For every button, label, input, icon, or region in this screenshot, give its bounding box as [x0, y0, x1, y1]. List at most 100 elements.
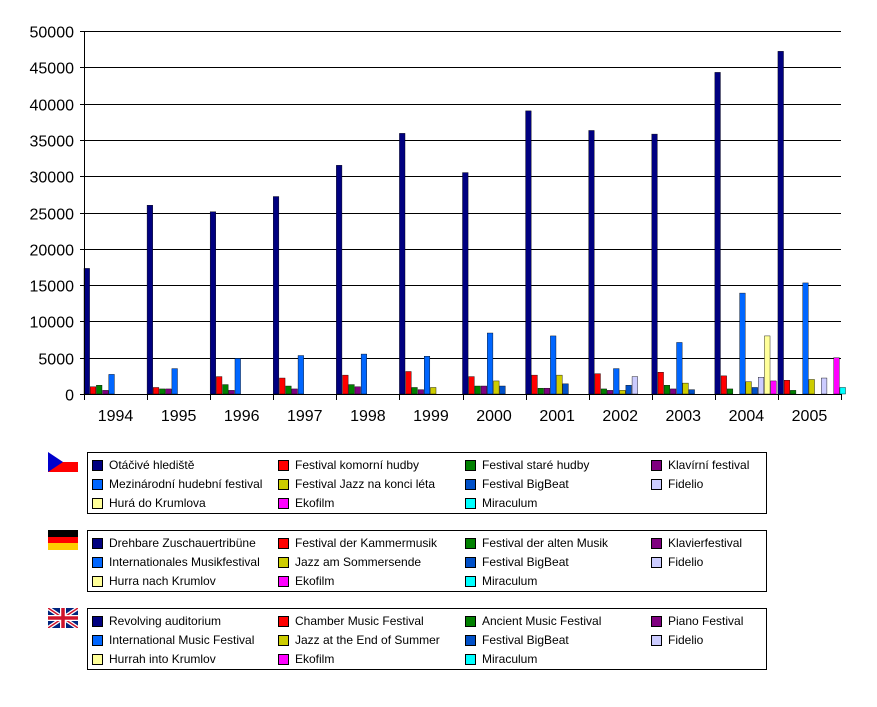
x-tick-label: 2003	[665, 408, 701, 425]
legend-english: Revolving auditorium Chamber Music Festiv…	[87, 608, 767, 670]
legend-label: Hurra nach Krumlov	[109, 574, 216, 588]
bar-s6-1999	[430, 387, 437, 395]
bar-s2-2002	[594, 373, 601, 395]
bar-s1-2000	[462, 172, 469, 395]
x-tick-label: 1997	[287, 408, 323, 425]
x-tick-label: 1998	[350, 408, 386, 425]
legend-swatch	[92, 615, 103, 627]
bar-s7-2003	[688, 389, 695, 395]
bar-s3-1998	[348, 384, 355, 395]
legend-swatch	[278, 615, 289, 627]
bar-s2-2001	[531, 374, 538, 395]
legend-swatch	[278, 556, 289, 568]
legend-swatch	[465, 537, 476, 549]
legend-item-s7: Festival BigBeat	[465, 631, 569, 649]
bar-s5-1998	[360, 353, 367, 395]
legend-swatch	[465, 497, 476, 509]
legend-swatch	[465, 556, 476, 568]
legend-label: Fidelio	[668, 477, 704, 491]
legend-item-s4: Piano Festival	[651, 612, 743, 630]
x-tick-label: 1996	[224, 408, 260, 425]
legend-item-s10: Ekofilm	[278, 650, 334, 668]
legend-item-s5: Internationales Musikfestival	[92, 553, 260, 571]
bar-s6-2003	[682, 382, 689, 395]
bar-s2-1998	[342, 374, 349, 395]
legend-swatch	[465, 653, 476, 665]
legend-swatch	[651, 459, 662, 471]
bar-s3-2002	[600, 388, 607, 395]
bar-s6-2000	[493, 380, 500, 395]
legend-swatch	[92, 459, 103, 471]
legend-label: Mezinárodní hudební festival	[109, 477, 263, 491]
legend-label: Miraculum	[482, 652, 538, 666]
legend-item-s9: Hurá do Krumlova	[92, 494, 206, 512]
bar-s3-2000	[474, 385, 481, 395]
legend-label: Otáčivé hlediště	[109, 458, 195, 472]
legend-label: Revolving auditorium	[109, 614, 222, 628]
bar-s6-2004	[745, 381, 752, 395]
bar-s7-2001	[562, 383, 569, 395]
bar-s4-1997	[291, 388, 298, 395]
bar-s2-2005	[783, 380, 790, 395]
bar-s5-1999	[424, 356, 431, 395]
y-tick-label: 30000	[30, 170, 75, 187]
bar-s6-2002	[619, 390, 626, 395]
legend-item-s3: Festival der alten Musik	[465, 534, 608, 552]
legend-swatch	[278, 634, 289, 646]
bar-s1-1996	[209, 211, 216, 395]
legend-item-s1: Drehbare Zuschauertribüne	[92, 534, 256, 552]
y-tick-label: 0	[65, 388, 74, 405]
legend-label: Drehbare Zuschauertribüne	[109, 536, 256, 550]
legend-item-s7: Festival BigBeat	[465, 553, 569, 571]
bar-s2-1999	[405, 371, 412, 395]
legend-swatch	[92, 478, 103, 490]
bar-s5-2000	[487, 332, 494, 395]
legend-label: Festival der Kammermusik	[295, 536, 438, 550]
legend-item-s2: Festival komorní hudby	[278, 456, 419, 474]
bar-s4-2000	[480, 385, 487, 395]
legend-item-s8: Fidelio	[651, 553, 703, 571]
y-tick-label: 15000	[30, 279, 75, 296]
legend-swatch	[651, 537, 662, 549]
y-tick-label: 40000	[30, 98, 75, 115]
bar-s4-2001	[543, 387, 550, 395]
y-tick-label: 45000	[30, 61, 75, 78]
y-tick-label: 10000	[30, 315, 75, 332]
legend-german: Drehbare Zuschauertribüne Festival der Ka…	[87, 530, 767, 592]
legend-czech: Otáčivé hlediště Festival komorní hudby Fe…	[87, 452, 767, 514]
y-tick-label: 35000	[30, 134, 75, 151]
legend-item-s10: Ekofilm	[278, 494, 334, 512]
legend-swatch	[651, 556, 662, 568]
legend-label: Piano Festival	[668, 614, 744, 628]
bar-s2-2004	[720, 375, 727, 395]
legend-item-s9: Hurrah into Krumlov	[92, 650, 216, 668]
bar-s3-2005	[790, 390, 797, 395]
legend-swatch	[465, 459, 476, 471]
y-tick-label: 20000	[30, 243, 75, 260]
legend-item-s2: Festival der Kammermusik	[278, 534, 437, 552]
legend-swatch	[278, 497, 289, 509]
legend-swatch	[278, 653, 289, 665]
legend-item-s4: Klavierfestival	[651, 534, 742, 552]
x-tick-label: 2000	[476, 408, 512, 425]
legend-label: Festival Jazz na konci léta	[295, 477, 436, 491]
legend-label: Fidelio	[668, 555, 704, 569]
bar-s5-2005	[802, 282, 809, 395]
bar-s2-2000	[468, 376, 475, 395]
bar-s4-1999	[417, 389, 424, 395]
legend-item-s1: Revolving auditorium	[92, 612, 221, 630]
german-flag-icon	[48, 530, 78, 550]
legend-label: Ekofilm	[295, 652, 335, 666]
bar-s11-2005	[839, 387, 846, 395]
bar-s3-2004	[727, 388, 734, 395]
legend-label: Festival BigBeat	[482, 633, 569, 647]
czech-flag-icon	[48, 452, 78, 472]
legend-label: Miraculum	[482, 574, 538, 588]
bar-s10-2005	[833, 357, 840, 395]
bar-s6-2005	[808, 379, 815, 395]
bar-s5-1997	[297, 355, 304, 395]
legend-item-s5: International Music Festival	[92, 631, 254, 649]
bar-s4-2003	[670, 388, 677, 395]
x-axis-ticks: 1994 1995 1996 1997 1998 1999 2000 2001 2002 2003…	[84, 394, 842, 425]
x-tick-label: 2002	[602, 408, 638, 425]
